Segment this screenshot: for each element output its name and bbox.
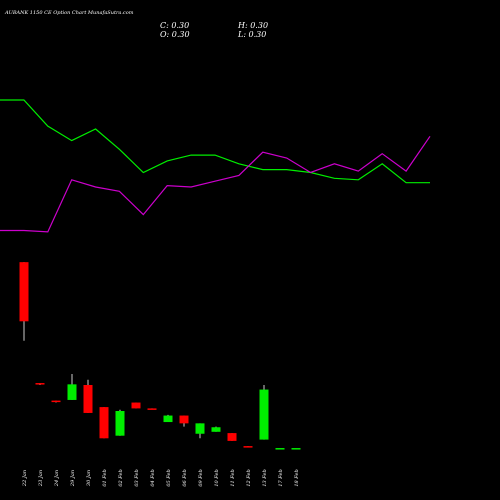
candle-body xyxy=(227,433,237,441)
candle-body xyxy=(147,408,157,410)
x-tick-label: 10 Feb xyxy=(214,469,220,486)
candlesticks xyxy=(19,262,301,450)
x-axis-ticks: 22 Jan 23 Jan 24 Jan 29 Jan 30 Jan 01 Feb 02 F… xyxy=(22,469,300,487)
x-tick-label: 05 Feb xyxy=(166,469,172,486)
candle-body xyxy=(195,423,205,434)
close-value: C: 0.30 xyxy=(160,21,189,30)
x-tick-label: 29 Jan xyxy=(70,470,76,487)
x-tick-label: 06 Feb xyxy=(182,469,188,486)
candle-body xyxy=(115,411,125,436)
open-value: O: 0.30 xyxy=(160,30,190,39)
candle-body xyxy=(179,415,189,424)
candle-body xyxy=(51,400,61,403)
candle-body xyxy=(243,446,253,448)
x-tick-label: 09 Feb xyxy=(198,469,204,486)
candle-body xyxy=(211,427,221,432)
indicator-line-1 xyxy=(0,99,430,184)
low-value: L: 0.30 xyxy=(237,30,266,39)
indicator-line-2 xyxy=(0,135,431,233)
x-tick-label: 12 Feb xyxy=(246,469,252,486)
candle-body xyxy=(67,384,77,400)
x-tick-label: 17 Feb xyxy=(278,469,284,486)
candle-body xyxy=(99,407,109,439)
x-tick-label: 03 Feb xyxy=(134,469,140,486)
candle-body xyxy=(275,448,285,450)
candle-body xyxy=(291,448,301,450)
candle-body xyxy=(131,402,141,409)
x-tick-label: 13 Feb xyxy=(262,469,268,486)
high-value: H: 0.30 xyxy=(237,21,268,30)
candle-body xyxy=(259,389,269,440)
x-tick-label: 30 Jan xyxy=(86,470,92,486)
candle-body xyxy=(83,385,93,413)
x-tick-label: 11 Feb xyxy=(230,469,236,486)
x-tick-label: 18 Feb xyxy=(294,469,300,486)
x-tick-label: 22 Jan xyxy=(22,470,28,487)
candle-body xyxy=(19,262,29,322)
chart-title: AUBANK 1150 CE Option Chart MunafaSutra.… xyxy=(4,10,134,16)
candle-body xyxy=(35,383,45,385)
x-tick-label: 01 Feb xyxy=(102,469,108,486)
x-tick-label: 02 Feb xyxy=(118,469,124,486)
indicator-lines xyxy=(0,99,431,233)
x-tick-label: 23 Jan xyxy=(38,470,44,487)
candle-body xyxy=(163,415,173,423)
x-tick-label: 24 Jan xyxy=(54,470,60,487)
x-tick-label: 04 Feb xyxy=(150,469,156,486)
